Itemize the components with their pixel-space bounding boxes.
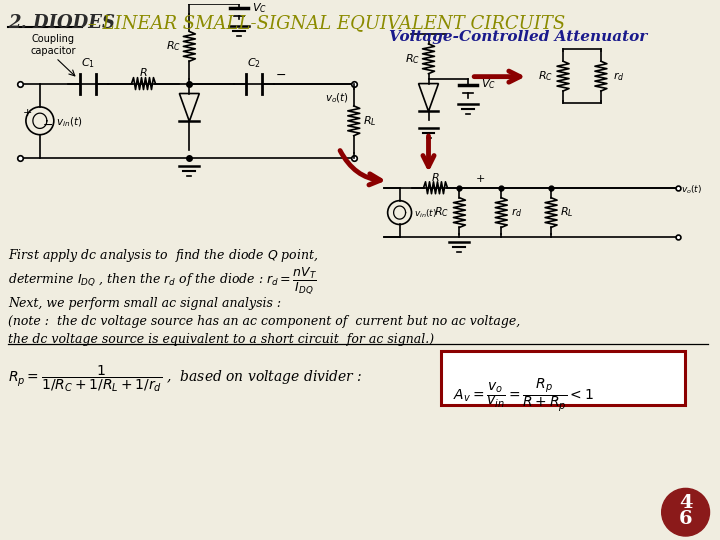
Text: determine $I_{DQ}$ , then the $r_d$ of the diode : $r_d = \dfrac{nV_T}{I_{DQ}}$: determine $I_{DQ}$ , then the $r_d$ of t… bbox=[8, 265, 317, 296]
Text: $C_1$: $C_1$ bbox=[81, 56, 95, 70]
Text: $C_2$: $C_2$ bbox=[247, 56, 261, 70]
Text: $v_o(t)$: $v_o(t)$ bbox=[680, 184, 702, 196]
Text: 6: 6 bbox=[679, 510, 693, 528]
Text: the dc voltage source is equivalent to a short circuit  for ac signal.): the dc voltage source is equivalent to a… bbox=[8, 333, 434, 346]
Text: $V_C$: $V_C$ bbox=[252, 1, 267, 15]
Text: $R$: $R$ bbox=[139, 66, 148, 78]
Text: $R_p = \dfrac{1}{1/R_C + 1/R_L + 1/r_d}$ ,  based on voltage divider :: $R_p = \dfrac{1}{1/R_C + 1/R_L + 1/r_d}$… bbox=[8, 363, 363, 394]
Text: $R_C$: $R_C$ bbox=[166, 39, 181, 53]
Text: $R_L$: $R_L$ bbox=[363, 114, 377, 127]
Text: $R_C$: $R_C$ bbox=[434, 206, 449, 219]
Text: $v_{in}(t)$: $v_{in}(t)$ bbox=[56, 115, 82, 129]
Text: $r_d$: $r_d$ bbox=[511, 206, 523, 219]
Text: $v_{in}(t)$: $v_{in}(t)$ bbox=[413, 207, 436, 220]
Text: $V_C$: $V_C$ bbox=[482, 78, 496, 91]
Text: (note :  the dc voltage source has an ac component of  current but no ac voltage: (note : the dc voltage source has an ac … bbox=[8, 315, 521, 328]
Text: Voltage-Controlled Attenuator: Voltage-Controlled Attenuator bbox=[389, 30, 647, 44]
Text: 2. DIODES: 2. DIODES bbox=[8, 14, 115, 32]
Text: +: + bbox=[476, 174, 485, 184]
Text: $R_C$: $R_C$ bbox=[405, 52, 420, 66]
Text: +: + bbox=[23, 108, 32, 118]
Text: $v_o(t)$: $v_o(t)$ bbox=[325, 92, 348, 105]
Text: Coupling
capacitor: Coupling capacitor bbox=[30, 34, 76, 56]
Text: −: − bbox=[43, 119, 53, 132]
Text: – LINEAR SMALL-SIGNAL EQUIVALENT CIRCUITS: – LINEAR SMALL-SIGNAL EQUIVALENT CIRCUIT… bbox=[81, 14, 565, 32]
FancyBboxPatch shape bbox=[441, 352, 685, 405]
Text: Next, we perform small ac signal analysis :: Next, we perform small ac signal analysi… bbox=[8, 298, 281, 310]
Text: $R_L$: $R_L$ bbox=[560, 206, 574, 219]
Text: First apply dc analysis to  find the diode $Q$ point,: First apply dc analysis to find the diod… bbox=[8, 247, 318, 264]
Text: $R_C$: $R_C$ bbox=[538, 69, 553, 83]
Text: 4: 4 bbox=[679, 494, 693, 512]
Text: $R$: $R$ bbox=[431, 171, 440, 183]
Text: $r_d$: $r_d$ bbox=[613, 70, 625, 83]
Text: $A_v = \dfrac{v_o}{v_{in}} = \dfrac{R_p}{R + R_p} < 1$: $A_v = \dfrac{v_o}{v_{in}} = \dfrac{R_p}… bbox=[454, 377, 594, 414]
Text: −: − bbox=[276, 69, 287, 82]
Circle shape bbox=[662, 488, 709, 536]
